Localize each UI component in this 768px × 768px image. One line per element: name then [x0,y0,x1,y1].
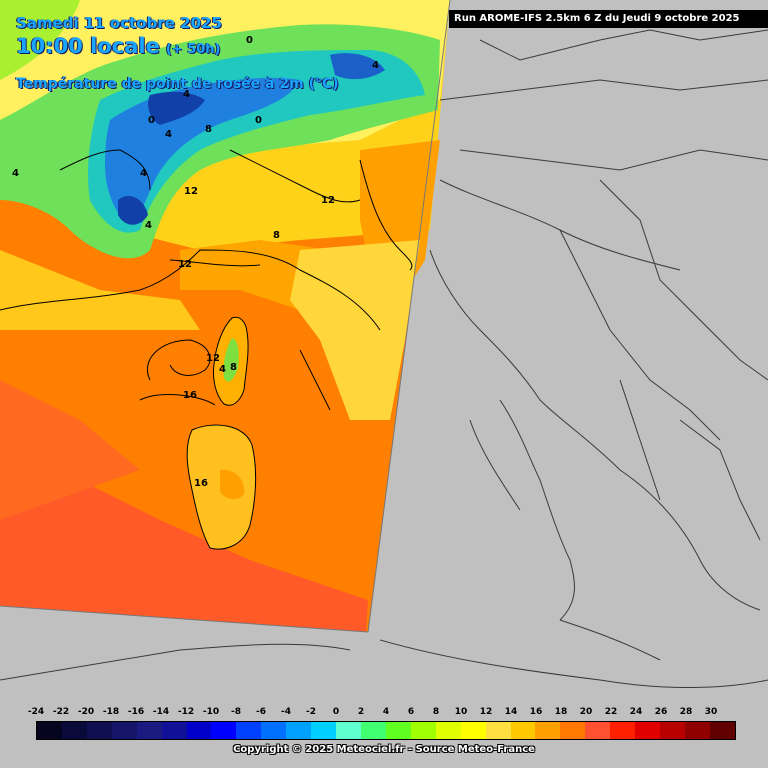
contour-label: 4 [145,220,152,231]
scale-swatch [161,722,187,739]
scale-tick-label: 12 [479,707,493,717]
scale-tick-label: 24 [629,707,643,717]
scale-swatch [410,722,436,739]
scale-tick-label: -16 [127,707,145,717]
contour-label: 8 [230,362,237,373]
scale-tick-label: 14 [504,707,518,717]
scale-tick-label: -4 [281,707,291,717]
scale-tick-label: 2 [357,707,365,717]
contour-label: 4 [219,364,226,375]
scale-tick-label: -2 [306,707,316,717]
contour-label: 4 [140,168,147,179]
scale-swatch [61,722,87,739]
forecast-time: 10:00 locale (+ 50h) [16,34,221,58]
scale-tick-label: 10 [454,707,468,717]
contour-label: 12 [321,195,335,206]
scale-tick-label: -22 [52,707,70,717]
outside-borders [0,29,768,688]
scale-swatch [635,722,661,739]
scale-swatch [560,722,586,739]
contour-label: 12 [206,353,220,364]
scale-swatch [236,722,262,739]
scale-swatch [535,722,561,739]
contour-label: 4 [372,60,379,71]
scale-tick-label: 4 [382,707,390,717]
copyright-text: Copyright © 2025 Meteociel.fr - Source M… [233,744,535,755]
scale-tick-label: 30 [704,707,718,717]
contour-label: 8 [205,124,212,135]
variable-title: Température de point de rosée à 2m (°C) [16,76,339,92]
scale-swatch [684,722,710,739]
scale-tick-label: 28 [679,707,693,717]
contour-label: 16 [183,390,197,401]
scale-tick-label: 18 [554,707,568,717]
scale-tick-label: -20 [77,707,95,717]
scale-swatch [336,722,361,739]
alps-lightgreen-zone [0,0,80,80]
scale-swatch [435,722,461,739]
scale-tick-label: 20 [579,707,593,717]
sardinia-orange [220,469,245,500]
color-scale-bar [36,721,736,740]
scale-swatch [360,722,386,739]
scale-tick-label: 26 [654,707,668,717]
contour-lines [0,149,413,411]
scale-swatch [136,722,162,739]
scale-swatch [460,722,486,739]
scale-tick-label: -6 [256,707,266,717]
local-time: 10:00 locale [16,34,160,58]
contour-label: 0 [148,115,155,126]
scale-swatch [610,722,636,739]
alps-darkblue-core [148,91,205,125]
scale-swatch [37,722,62,739]
scale-tick-label: 16 [529,707,543,717]
contour-label: 8 [273,230,280,241]
scale-tick-label: 0 [332,707,340,717]
scale-tick-label: 8 [432,707,440,717]
scale-tick-label: -14 [152,707,170,717]
domain-edge [0,0,451,633]
scale-swatch [485,722,511,739]
scale-tick-label: -12 [177,707,195,717]
scale-swatch [709,722,735,739]
scale-tick-label: -18 [102,707,120,717]
contour-label: 12 [178,259,192,270]
scale-swatch [86,722,112,739]
alps-darkblue-core-3 [330,53,385,80]
scale-swatch [286,722,312,739]
contour-label: 4 [12,168,19,179]
scale-swatch [186,722,212,739]
scale-swatch [211,722,237,739]
scale-tick-label: 22 [604,707,618,717]
contour-label: 4 [165,129,172,140]
contour-label: 4 [183,89,190,100]
contour-label: 0 [246,35,253,46]
scale-tick-label: 6 [407,707,415,717]
color-scale-labels: -24 -22 -20 -18 -16 -14 -12 -10 -8 -6 -4 -2 0 2 4 6 8 10 1… [28,707,736,719]
scale-tick-label: -24 [27,707,45,717]
sea-warm-zone [0,440,368,632]
scale-swatch [660,722,685,739]
run-info-bar: Run AROME-IFS 2.5km 6 Z du Jeudi 9 octob… [449,10,768,28]
forecast-date: Samedi 11 octobre 2025 [16,14,222,32]
scale-swatch [585,722,611,739]
corsica-green [223,338,239,382]
west-coast-yellow [0,250,200,330]
scale-swatch [311,722,337,739]
scale-tick-label: -10 [202,707,220,717]
scale-tick-label: -8 [231,707,241,717]
scale-swatch [261,722,287,739]
tuscany-yellow [290,240,420,420]
contour-label: 16 [194,478,208,489]
scale-swatch [111,722,137,739]
contour-label: 12 [184,186,198,197]
contour-label: 0 [255,115,262,126]
scale-swatch [385,722,411,739]
lead-time: (+ 50h) [165,42,221,57]
alps-darkblue-core-2 [118,195,148,225]
scale-swatch [510,722,536,739]
sea-warm-zone-west [0,380,140,520]
